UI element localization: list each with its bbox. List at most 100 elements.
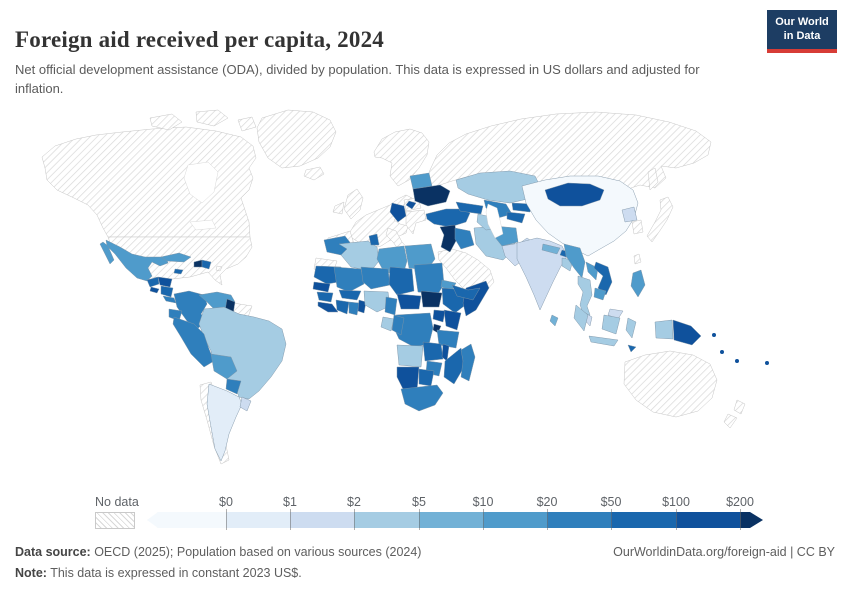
map-region[interactable] [723, 413, 738, 429]
map-region[interactable] [451, 284, 481, 301]
owid-logo[interactable]: Our World in Data [767, 10, 837, 53]
map-region[interactable] [105, 239, 169, 282]
map-region[interactable] [733, 399, 746, 415]
map-region[interactable] [511, 202, 533, 213]
map-region[interactable] [422, 341, 444, 362]
map-region[interactable] [623, 350, 718, 418]
map-region[interactable] [413, 262, 445, 295]
map-region[interactable] [405, 209, 427, 235]
map-region[interactable] [384, 296, 398, 316]
map-region[interactable] [647, 167, 659, 191]
map-region[interactable] [333, 266, 365, 293]
legend-segment[interactable] [483, 512, 547, 528]
map-region[interactable] [630, 269, 646, 298]
legend-bar[interactable] [147, 512, 763, 528]
map-region[interactable] [225, 378, 242, 395]
map-region[interactable] [149, 113, 183, 131]
legend-segment[interactable] [676, 512, 740, 528]
map-region[interactable] [172, 316, 215, 368]
legend-segment[interactable] [290, 512, 354, 528]
map-region[interactable] [396, 344, 424, 368]
map-region[interactable] [215, 265, 223, 272]
map-region[interactable] [425, 208, 471, 228]
no-data-swatch[interactable] [95, 512, 135, 529]
map-region[interactable] [206, 383, 243, 462]
map-region[interactable] [173, 268, 184, 275]
map-region[interactable] [405, 200, 417, 210]
map-region[interactable] [712, 333, 716, 337]
legend-segment[interactable] [611, 512, 676, 528]
map-region[interactable] [454, 227, 475, 250]
map-region[interactable] [389, 202, 407, 223]
map-region[interactable] [363, 290, 391, 313]
map-region[interactable] [765, 361, 769, 365]
map-region[interactable] [146, 276, 160, 288]
map-region[interactable] [396, 293, 422, 310]
map-region[interactable] [338, 240, 380, 272]
legend-segment[interactable] [354, 512, 419, 528]
map-region[interactable] [506, 211, 526, 224]
map-region[interactable] [348, 301, 360, 316]
map-region[interactable] [391, 314, 405, 336]
map-region[interactable] [439, 224, 458, 253]
map-region[interactable] [627, 344, 637, 353]
map-region[interactable] [373, 128, 430, 187]
map-region[interactable] [443, 309, 462, 331]
map-region[interactable] [549, 314, 559, 327]
map-region[interactable] [573, 304, 589, 332]
legend-segment[interactable] [547, 512, 611, 528]
map-region[interactable] [332, 201, 345, 215]
map-region[interactable] [483, 199, 513, 219]
legend-segment[interactable] [419, 512, 483, 528]
map-region[interactable] [160, 252, 192, 263]
map-region[interactable] [360, 266, 391, 290]
map-region[interactable] [720, 350, 724, 354]
map-region[interactable] [593, 287, 607, 301]
map-region[interactable] [368, 233, 380, 246]
map-region[interactable] [99, 241, 115, 265]
map-region[interactable] [455, 201, 484, 215]
owid-credit-link[interactable]: OurWorldinData.org/foreign-aid | CC BY [613, 545, 835, 559]
map-region[interactable] [239, 396, 252, 412]
map-region[interactable] [412, 184, 451, 207]
map-region[interactable] [388, 266, 415, 296]
map-region[interactable] [588, 335, 619, 347]
legend-segment[interactable] [226, 512, 290, 528]
map-region[interactable] [317, 301, 339, 313]
map-region[interactable] [149, 286, 160, 294]
map-region[interactable] [418, 368, 435, 387]
map-region[interactable] [198, 306, 287, 400]
map-region[interactable] [621, 206, 638, 223]
map-region[interactable] [343, 188, 364, 220]
map-region[interactable] [157, 276, 173, 288]
legend-segment[interactable] [147, 512, 226, 528]
map-region[interactable] [672, 319, 702, 346]
map-region[interactable] [646, 196, 674, 243]
map-region[interactable] [601, 314, 621, 335]
map-region[interactable] [631, 219, 644, 235]
map-region[interactable] [443, 347, 465, 385]
map-region[interactable] [541, 243, 561, 255]
map-region[interactable] [195, 109, 229, 127]
map-region[interactable] [303, 166, 325, 181]
map-region[interactable] [436, 329, 460, 349]
map-region[interactable] [516, 237, 568, 311]
map-region[interactable] [312, 281, 331, 293]
map-region[interactable] [460, 343, 476, 382]
map-region[interactable] [432, 309, 446, 323]
map-region[interactable] [735, 359, 739, 363]
map-region[interactable] [400, 384, 444, 412]
map-region[interactable] [338, 289, 362, 301]
map-region[interactable] [633, 253, 642, 265]
map-region[interactable] [162, 295, 177, 304]
map-region[interactable] [544, 182, 605, 207]
map-region[interactable] [316, 291, 334, 303]
map-region[interactable] [357, 299, 367, 314]
map-region[interactable] [625, 317, 637, 339]
map-region[interactable] [256, 109, 337, 169]
map-region[interactable] [41, 126, 257, 238]
map-region[interactable] [654, 319, 674, 340]
map-region[interactable] [380, 316, 395, 332]
map-region[interactable] [210, 353, 238, 380]
map-region[interactable] [420, 290, 443, 308]
